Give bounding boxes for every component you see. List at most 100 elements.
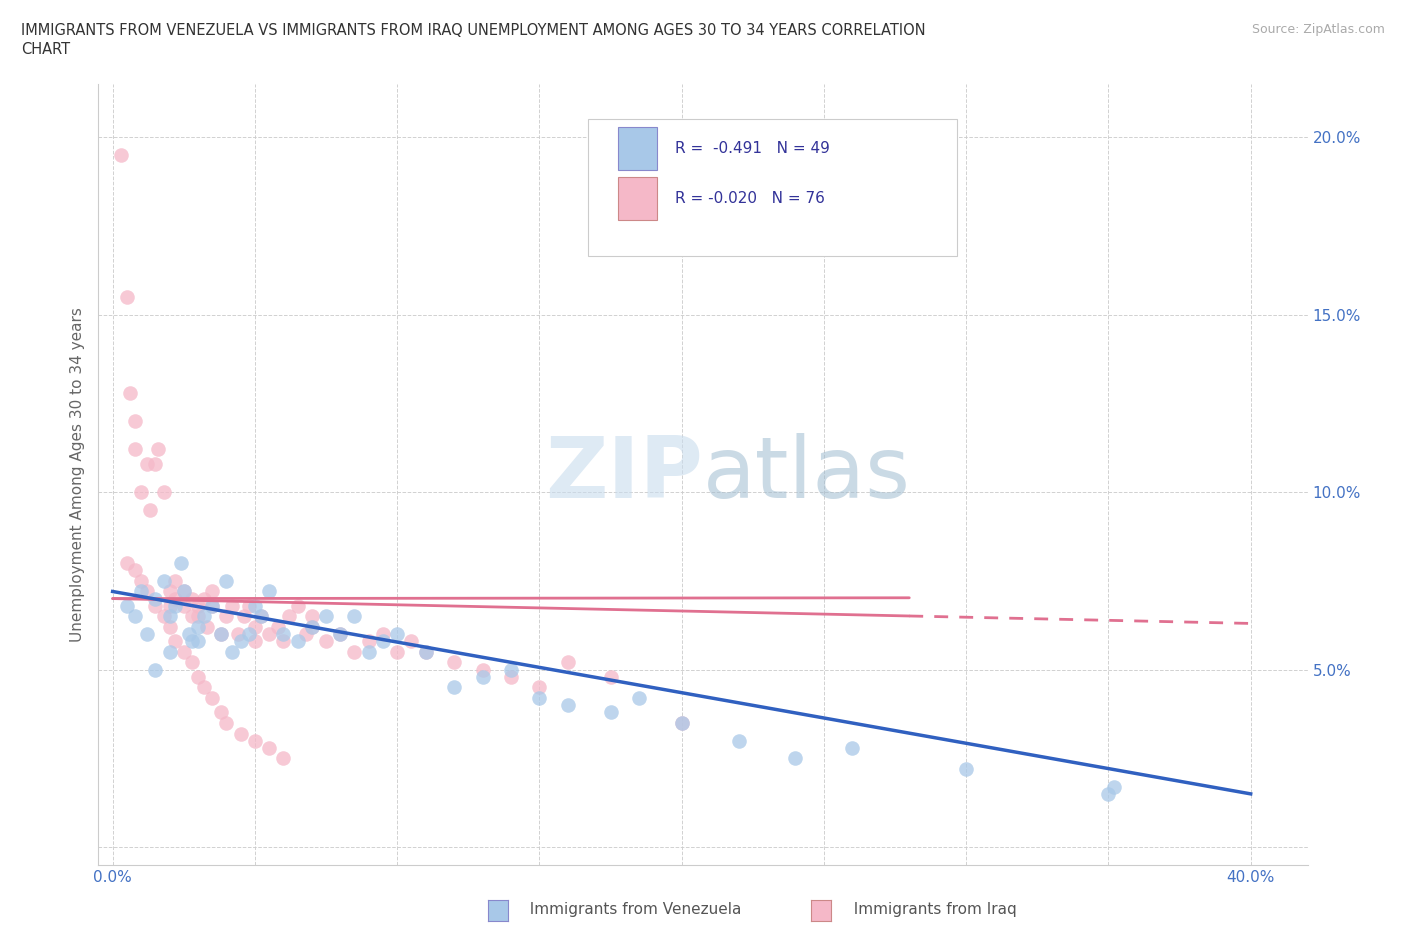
Point	[215, 715, 238, 730]
Text: R = -0.020   N = 76: R = -0.020 N = 76	[675, 192, 825, 206]
Point	[249, 609, 271, 624]
Text: ZIP: ZIP	[546, 432, 703, 516]
Point	[343, 609, 366, 624]
Point	[471, 662, 494, 677]
Text: Immigrants from Iraq: Immigrants from Iraq	[844, 902, 1017, 917]
Point	[671, 715, 693, 730]
Point	[257, 627, 280, 642]
Point	[159, 644, 181, 659]
Point	[343, 644, 366, 659]
Point	[357, 644, 380, 659]
Point	[193, 591, 215, 606]
Point	[1102, 779, 1125, 794]
Text: R =  -0.491   N = 49: R = -0.491 N = 49	[675, 140, 830, 155]
Point	[129, 584, 152, 599]
Point	[287, 598, 309, 613]
Text: Source: ZipAtlas.com: Source: ZipAtlas.com	[1251, 23, 1385, 36]
Text: CHART: CHART	[21, 42, 70, 57]
Point	[201, 598, 224, 613]
Point	[201, 584, 224, 599]
Point	[1097, 787, 1119, 802]
Point	[143, 591, 166, 606]
Point	[627, 691, 650, 706]
Bar	[619, 178, 657, 220]
Point	[727, 733, 749, 748]
Point	[243, 619, 266, 634]
Point	[221, 644, 243, 659]
Point	[118, 385, 141, 400]
Point	[357, 633, 380, 648]
Point	[471, 670, 494, 684]
Point	[229, 726, 252, 741]
Point	[173, 584, 195, 599]
Point	[187, 598, 209, 613]
Point	[179, 627, 201, 642]
Point	[287, 633, 309, 648]
Point	[181, 591, 204, 606]
Point	[215, 574, 238, 589]
Point	[329, 627, 352, 642]
Point	[153, 574, 176, 589]
Point	[221, 598, 243, 613]
Point	[257, 740, 280, 755]
Point	[138, 502, 160, 517]
Point	[243, 633, 266, 648]
Point	[232, 609, 254, 624]
Point	[238, 627, 260, 642]
Point	[315, 633, 337, 648]
Point	[301, 619, 323, 634]
Point	[209, 627, 232, 642]
Point	[159, 598, 181, 613]
Point	[181, 633, 204, 648]
Point	[173, 598, 195, 613]
Point	[257, 584, 280, 599]
Point	[238, 598, 260, 613]
Point	[785, 751, 807, 765]
Point	[401, 633, 423, 648]
Point	[273, 633, 295, 648]
Point	[841, 740, 863, 755]
Point	[273, 627, 295, 642]
Point	[193, 680, 215, 695]
Point	[170, 555, 193, 570]
Point	[415, 644, 437, 659]
Point	[226, 627, 249, 642]
Point	[135, 584, 157, 599]
Point	[124, 442, 146, 457]
Point	[187, 670, 209, 684]
Point	[599, 705, 621, 720]
Point	[187, 633, 209, 648]
Point	[153, 609, 176, 624]
Point	[385, 644, 408, 659]
Point	[529, 680, 551, 695]
Point	[385, 627, 408, 642]
Text: Immigrants from Venezuela: Immigrants from Venezuela	[520, 902, 741, 917]
Point	[187, 609, 209, 624]
Point	[243, 733, 266, 748]
Point	[415, 644, 437, 659]
Text: IMMIGRANTS FROM VENEZUELA VS IMMIGRANTS FROM IRAQ UNEMPLOYMENT AMONG AGES 30 TO : IMMIGRANTS FROM VENEZUELA VS IMMIGRANTS …	[21, 23, 925, 38]
Point	[165, 633, 187, 648]
Point	[195, 619, 218, 634]
Point	[371, 633, 394, 648]
Point	[266, 619, 288, 634]
Point	[110, 147, 132, 162]
Point	[295, 627, 318, 642]
Point	[135, 457, 157, 472]
Point	[209, 705, 232, 720]
Point	[143, 457, 166, 472]
Point	[249, 609, 271, 624]
Point	[278, 609, 301, 624]
Point	[129, 485, 152, 499]
Point	[173, 644, 195, 659]
FancyBboxPatch shape	[588, 119, 957, 256]
Point	[229, 633, 252, 648]
Point	[499, 662, 522, 677]
Point	[215, 609, 238, 624]
Bar	[619, 126, 657, 169]
Point	[187, 619, 209, 634]
Point	[499, 670, 522, 684]
Point	[159, 609, 181, 624]
Point	[315, 609, 337, 624]
Point	[181, 609, 204, 624]
